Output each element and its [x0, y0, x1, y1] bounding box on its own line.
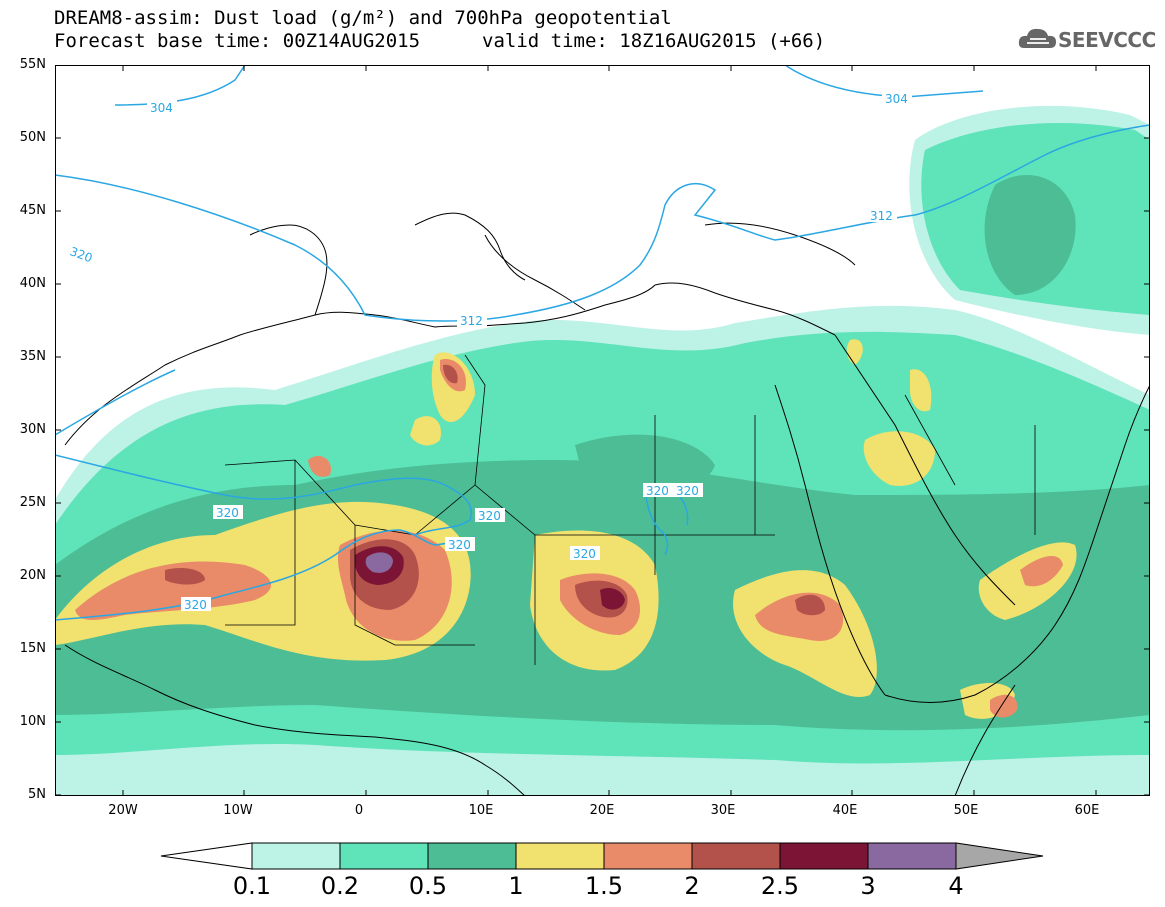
colorbar-tick: 1 — [508, 872, 524, 900]
lat-label-55n: 55N — [19, 57, 46, 72]
colorbar-box — [339, 842, 429, 870]
logo-text: SEEVCCC — [1058, 28, 1156, 52]
lon-label-30e: 30E — [710, 803, 736, 818]
colorbar-tick: 1.5 — [584, 872, 624, 900]
contour-label: 320 — [216, 506, 239, 520]
seevccc-logo: SEEVCCC — [1018, 26, 1158, 56]
contour-labels: 304 304 312 312 320 320 320 320 320 320 … — [65, 91, 912, 612]
contour-label: 320 — [478, 509, 501, 523]
geopotential-contours — [55, 65, 1150, 621]
map-title: DREAM8-assim: Dust load (g/m²) and 700hP… — [54, 7, 672, 29]
colorbar-tick: 0.2 — [320, 872, 360, 900]
colorbar-tick: 3 — [860, 872, 876, 900]
lat-label-30n: 30N — [19, 422, 46, 437]
contour-label: 320 — [676, 484, 699, 498]
colorbar-low-end — [160, 842, 253, 870]
colorbar-box — [691, 842, 781, 870]
colorbar-box — [779, 842, 869, 870]
lon-label-40e: 40E — [832, 803, 858, 818]
dust-level-3 — [365, 552, 393, 573]
lat-label-40n: 40N — [19, 276, 46, 291]
dust-load-map: 304 304 312 312 320 320 320 320 320 320 … — [55, 65, 1150, 796]
lon-label-10e: 10E — [468, 803, 494, 818]
contour-label: 320 — [448, 538, 471, 552]
colorbar-box — [603, 842, 693, 870]
colorbar-box — [427, 842, 517, 870]
lon-label-20w: 20W — [108, 803, 138, 818]
contour-label: 320 — [646, 484, 669, 498]
contour-label: 312 — [870, 209, 893, 223]
contour-label: 312 — [460, 314, 483, 328]
colorbar — [160, 842, 1044, 870]
colorbar-tick: 2 — [684, 872, 700, 900]
lat-label-20n: 20N — [19, 568, 46, 583]
lon-label-50e: 50E — [953, 803, 979, 818]
contour-label: 320 — [184, 598, 207, 612]
lat-label-35n: 35N — [19, 349, 46, 364]
lon-label-10w: 10W — [223, 803, 253, 818]
lon-label-20e: 20E — [589, 803, 615, 818]
lat-label-50n: 50N — [19, 130, 46, 145]
lat-label-45n: 45N — [19, 203, 46, 218]
lon-label-60e: 60E — [1074, 803, 1100, 818]
contour-label: 304 — [150, 101, 173, 115]
colorbar-tick: 4 — [948, 872, 964, 900]
lat-label-15n: 15N — [19, 641, 46, 656]
lat-label-10n: 10N — [19, 714, 46, 729]
axis-ticks — [55, 65, 1150, 796]
lat-label-25n: 25N — [19, 495, 46, 510]
contour-label: 320 — [573, 547, 596, 561]
colorbar-tick: 0.1 — [232, 872, 272, 900]
lat-label-5n: 5N — [28, 787, 46, 802]
contour-label: 304 — [885, 92, 908, 106]
colorbar-box — [251, 842, 341, 870]
base-time: Forecast base time: 00Z14AUG2015 — [54, 30, 421, 52]
valid-time: valid time: 18Z16AUG2015 (+66) — [482, 30, 826, 52]
map-frame — [55, 65, 1150, 796]
forecast-times: Forecast base time: 00Z14AUG2015 valid ti… — [54, 30, 825, 52]
colorbar-box — [515, 842, 605, 870]
coastlines — [64, 212, 1150, 796]
country-borders — [224, 354, 1036, 665]
lon-label-0: 0 — [354, 803, 364, 818]
colorbar-box — [867, 842, 957, 870]
colorbar-high-end — [955, 842, 1044, 870]
colorbar-tick: 0.5 — [408, 872, 448, 900]
colorbar-tick: 2.5 — [760, 872, 800, 900]
cloud-icon — [1018, 28, 1056, 48]
